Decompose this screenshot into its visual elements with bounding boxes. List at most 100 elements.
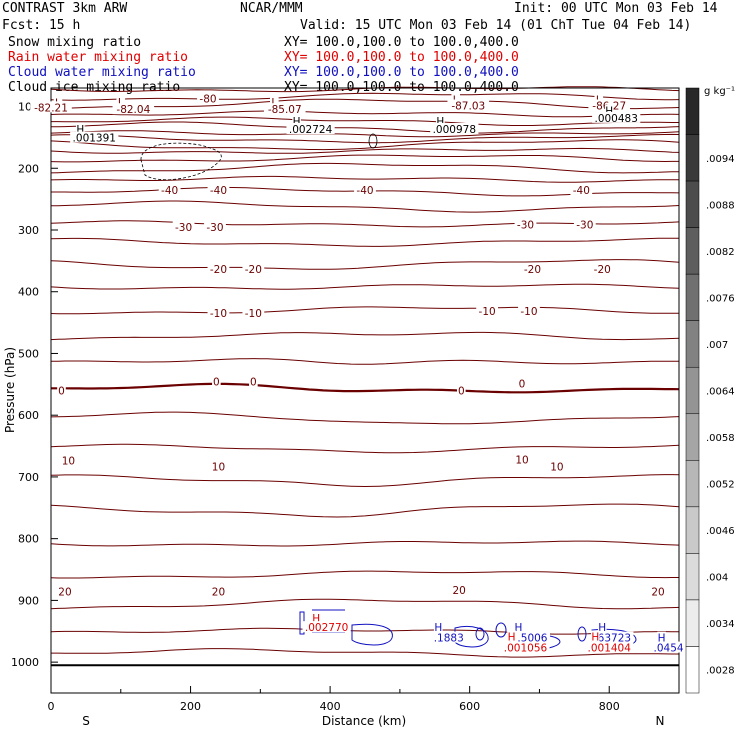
annotation-bg bbox=[650, 585, 666, 597]
colorbar-label: .0094 bbox=[706, 154, 735, 165]
annotation-label: -40 bbox=[356, 185, 373, 197]
annotation-label: H bbox=[658, 633, 666, 645]
x-tick-label: 400 bbox=[320, 700, 341, 713]
annotation-label: -20 bbox=[594, 264, 611, 276]
y-tick-label: 200 bbox=[18, 162, 39, 175]
annotation-label: .002724 bbox=[289, 124, 333, 136]
colorbar-label: .0028 bbox=[706, 666, 735, 677]
annotation-label: 20 bbox=[453, 585, 466, 597]
annotation-label: -40 bbox=[573, 185, 590, 197]
annotation-label: -30 bbox=[175, 222, 192, 234]
contour-line bbox=[50, 570, 679, 579]
y-axis-label: Pressure (hPa) bbox=[3, 347, 17, 433]
colorbar-label: .007 bbox=[706, 340, 728, 351]
annotation-bg bbox=[447, 99, 490, 111]
annotation-label: -20 bbox=[524, 264, 541, 276]
annotation-bg bbox=[70, 131, 119, 143]
colorbar-label: .0046 bbox=[706, 526, 735, 537]
annotation-label: H bbox=[312, 613, 320, 625]
cloud-water-contour bbox=[577, 626, 587, 642]
contour-line bbox=[50, 200, 680, 213]
contour-line bbox=[50, 411, 680, 425]
annotation-bg bbox=[590, 630, 600, 642]
colorbar-segment bbox=[685, 599, 700, 647]
annotation-bg bbox=[242, 263, 265, 275]
field-xy-rain: XY= 100.0,100.0 to 100.0,400.0 bbox=[284, 50, 519, 65]
annotation-label: .000978 bbox=[433, 124, 476, 136]
annotation-bg bbox=[431, 631, 467, 643]
contour-line bbox=[50, 139, 680, 151]
annotation-bg bbox=[197, 92, 219, 104]
colorbar-label: .0088 bbox=[706, 200, 735, 211]
annotation-bg bbox=[207, 306, 230, 318]
forecast-hour: Fcst: 15 h bbox=[2, 18, 81, 33]
annotation-label: -20 bbox=[245, 264, 262, 276]
colorbar-label: .0052 bbox=[706, 480, 735, 491]
annotation-bg bbox=[514, 621, 523, 633]
annotation-label: -10 bbox=[479, 306, 496, 318]
annotation-bg bbox=[57, 384, 66, 396]
y-tick-label: 1000 bbox=[11, 656, 39, 669]
cloud-water-contour bbox=[495, 622, 507, 638]
field-name-rain: Rain water mixing ratio bbox=[8, 50, 189, 65]
annotation-label: 0 bbox=[250, 376, 257, 388]
contour-line bbox=[50, 121, 680, 134]
contour-line bbox=[50, 259, 680, 270]
experiment-title: CONTRAST 3km ARW bbox=[2, 1, 128, 16]
colorbar-segment bbox=[685, 134, 700, 182]
annotation-bg bbox=[451, 584, 467, 596]
annotation-bg bbox=[302, 621, 351, 633]
annotation-label: H bbox=[605, 105, 613, 117]
contour-lines bbox=[50, 86, 680, 667]
colorbar-label: .0076 bbox=[706, 293, 735, 304]
annotation-label: 0 bbox=[213, 376, 220, 388]
annotation-bg bbox=[430, 122, 479, 134]
annotation-label: .001056 bbox=[504, 643, 548, 655]
annotation-label: 10 bbox=[515, 454, 528, 466]
annotation-bg bbox=[549, 460, 565, 472]
contour-line bbox=[50, 443, 680, 454]
annotation-label: .001391 bbox=[73, 133, 116, 145]
annotation-label: H bbox=[515, 622, 523, 634]
annotation-label: -82.21 bbox=[34, 102, 68, 114]
cloud-water-contour bbox=[475, 627, 485, 641]
y-tick-label: 600 bbox=[18, 409, 39, 422]
annotation-label: -10 bbox=[245, 308, 262, 320]
annotation-bg bbox=[517, 377, 527, 389]
colorbar-label: .0064 bbox=[706, 387, 735, 398]
annotation-label: -30 bbox=[576, 220, 593, 232]
cloud-water-contour bbox=[454, 626, 489, 648]
annotation-bg bbox=[116, 95, 126, 107]
annotation-bg bbox=[204, 221, 226, 233]
annotation-label: -85.07 bbox=[268, 104, 302, 116]
field-xy-cloud-water: XY= 100.0,100.0 to 100.0,400.0 bbox=[284, 65, 519, 80]
annotation-label: 10 bbox=[212, 462, 225, 474]
annotation-label: 20 bbox=[212, 586, 225, 598]
annotation-bg bbox=[433, 621, 443, 633]
annotation-bg bbox=[60, 454, 77, 466]
cloud-water-contour bbox=[351, 623, 393, 646]
annotation-bg bbox=[354, 184, 376, 196]
axis-ticks bbox=[50, 106, 680, 693]
annotation-bg bbox=[521, 263, 544, 275]
annotation-bg bbox=[651, 641, 687, 653]
annotation-label: .000483 bbox=[594, 113, 637, 125]
annotation-bg bbox=[514, 631, 550, 643]
annotation-bg bbox=[501, 641, 550, 653]
annotation-bg bbox=[263, 103, 306, 115]
contour-line bbox=[50, 331, 680, 341]
annotation-bg bbox=[57, 585, 73, 597]
annotation-label: -40 bbox=[210, 185, 227, 197]
contour-line bbox=[51, 648, 679, 658]
annotation-label: H bbox=[436, 116, 444, 128]
contour-annotations: L-82.21L-82.04-80L-85.07L-87.03L-86.27H.… bbox=[30, 92, 687, 655]
annotation-bg bbox=[436, 114, 445, 126]
annotation-label: 20 bbox=[651, 586, 664, 598]
colorbar-label: .0082 bbox=[706, 247, 735, 258]
annotation-bg bbox=[242, 306, 265, 318]
annotation-bg bbox=[158, 184, 181, 196]
plot-frame bbox=[50, 87, 680, 694]
annotation-label: -80 bbox=[199, 94, 216, 106]
x-axis-label: Distance (km) bbox=[322, 714, 406, 728]
annotation-bg bbox=[573, 218, 596, 230]
